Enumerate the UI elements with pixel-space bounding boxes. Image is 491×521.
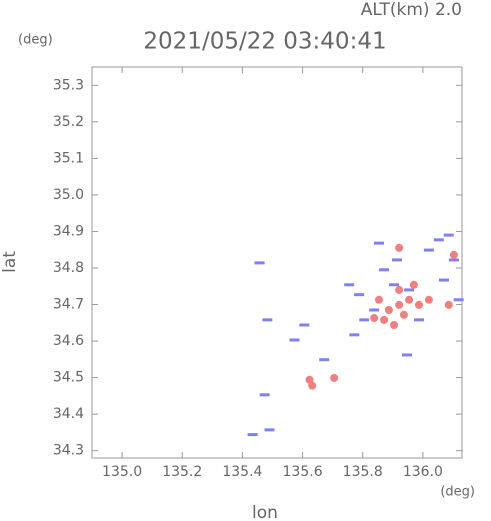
echo-mark (369, 308, 380, 312)
echo-mark (259, 393, 270, 397)
echo-mark (373, 241, 384, 245)
y-tick-label: 34.4 (53, 406, 84, 422)
y-tick-label: 34.6 (53, 333, 84, 349)
echo-mark (349, 333, 360, 337)
echo-mark (443, 233, 454, 237)
echo-mark (444, 300, 453, 309)
echo-mark (409, 280, 418, 289)
y-axis-label: lat (0, 251, 20, 273)
echo-mark (330, 373, 339, 382)
y-tick-label: 34.3 (53, 443, 84, 459)
echo-mark (384, 306, 393, 315)
echo-mark (399, 310, 408, 319)
plot-frame (91, 66, 463, 459)
x-tick-label: 135.6 (283, 464, 323, 480)
echo-mark (423, 248, 434, 252)
chart-title: 2021/05/22 03:40:41 (143, 29, 386, 55)
echo-mark (264, 428, 275, 432)
echo-mark (449, 250, 458, 259)
echo-mark (344, 283, 355, 287)
echo-mark (354, 293, 365, 297)
echo-mark (405, 295, 414, 304)
x-axis-label: lon (252, 503, 278, 521)
echo-mark (379, 268, 390, 272)
y-tick-label: 34.9 (53, 223, 84, 239)
y-tick-label: 35.0 (53, 187, 84, 203)
altitude: ALT(km) 2.0 (361, 0, 462, 20)
echo-mark (247, 433, 258, 437)
echo-mark (414, 300, 423, 309)
echo-mark (374, 295, 383, 304)
y-unit: (deg) (18, 33, 53, 48)
echo-mark (392, 258, 403, 262)
y-tick-label: 35.3 (53, 77, 84, 93)
echo-mark (433, 238, 444, 242)
echo-mark (262, 318, 273, 322)
x-tick-label: 135.8 (343, 464, 383, 480)
echo-mark (359, 318, 370, 322)
echo-mark (254, 261, 265, 265)
echo-mark (289, 338, 300, 342)
echo-mark (453, 298, 464, 302)
y-tick-label: 34.5 (53, 370, 84, 386)
echo-mark (424, 295, 433, 304)
echo-mark (395, 243, 404, 252)
echo-mark (299, 323, 310, 327)
x-tick-label: 135.0 (102, 464, 142, 480)
echo-mark (308, 381, 317, 390)
y-tick-label: 35.1 (53, 150, 84, 166)
x-tick-label: 135.4 (222, 464, 262, 480)
x-tick-label: 135.2 (162, 464, 202, 480)
echo-mark (404, 288, 415, 292)
echo-mark (370, 314, 379, 323)
echo-mark (389, 283, 400, 287)
echo-mark (390, 320, 399, 329)
y-tick-label: 34.7 (53, 297, 84, 313)
echo-mark (395, 300, 404, 309)
echo-mark (395, 285, 404, 294)
echo-mark (401, 353, 412, 357)
x-unit: (deg) (440, 485, 475, 500)
echo-mark (448, 258, 459, 262)
x-tick-label: 136.0 (403, 464, 443, 480)
echo-mark (319, 358, 330, 362)
echo-mark (413, 318, 424, 322)
echo-mark (380, 315, 389, 324)
y-tick-label: 34.8 (53, 260, 84, 276)
y-tick-label: 35.2 (53, 114, 84, 130)
echo-mark (438, 278, 449, 282)
